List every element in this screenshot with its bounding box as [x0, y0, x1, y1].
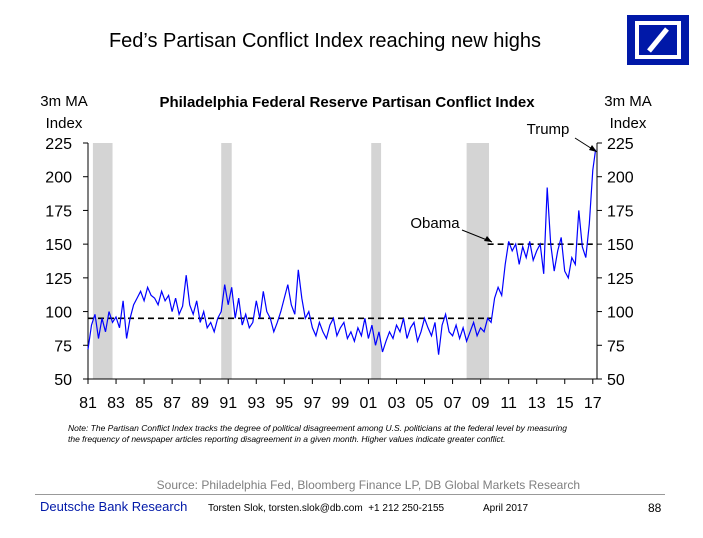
chart-title: Philadelphia Federal Reserve Partisan Co…: [159, 94, 535, 111]
x-tick-label: 83: [107, 395, 125, 412]
y-tick-label: 175: [45, 203, 72, 220]
x-tick-label: 01: [360, 395, 378, 412]
annotation-arrowhead: [589, 145, 597, 152]
y-tick-label: 75: [54, 338, 72, 355]
y2-tick-label: 100: [607, 305, 634, 322]
annotation-arrowhead: [484, 236, 492, 242]
x-tick-label: 87: [163, 395, 181, 412]
y-tick-label: 150: [45, 237, 72, 254]
x-tick-label: 05: [416, 395, 434, 412]
x-tick-label: 81: [79, 395, 97, 412]
y2-tick-label: 50: [607, 372, 625, 389]
slide-title: Fed’s Partisan Conflict Index reaching n…: [108, 30, 542, 52]
x-tick-label: 11: [500, 395, 517, 412]
y2-tick-label: 125: [607, 271, 634, 288]
series-line: [87, 149, 597, 355]
footer-rule: [35, 494, 665, 495]
annotation: Obama: [410, 215, 460, 232]
x-tick-label: 15: [556, 395, 574, 412]
footer-brand: Deutsche Bank Research: [40, 499, 188, 514]
y2-tick-label: 225: [607, 136, 634, 153]
shaded-period: [466, 143, 490, 379]
x-tick-label: 91: [219, 395, 237, 412]
x-tick-label: 93: [247, 395, 265, 412]
y2-tick-label: 200: [607, 170, 634, 187]
logo-slash: [647, 27, 669, 53]
y-tick-label: 50: [54, 372, 72, 389]
note: Note: The Partisan Conflict Index tracks…: [68, 423, 567, 444]
chart: Philadelphia Federal Reserve Partisan Co…: [40, 93, 652, 412]
footer-date: April 2017: [483, 503, 529, 514]
logo: [627, 15, 689, 65]
x-tick-label: 97: [303, 395, 321, 412]
annotation: Trump: [527, 121, 570, 138]
y2-tick-label: 75: [607, 338, 625, 355]
shaded-period: [371, 143, 382, 379]
axis-label: 3m MA Index: [40, 93, 88, 132]
y-tick-label: 200: [45, 170, 72, 187]
x-tick-label: 07: [444, 395, 462, 412]
x-tick-label: 17: [584, 395, 602, 412]
footer-page: 88: [648, 501, 662, 515]
x-tick-label: 13: [528, 395, 546, 412]
x-tick-label: 03: [388, 395, 406, 412]
x-tick-label: 85: [135, 395, 153, 412]
y2-tick-label: 150: [607, 237, 634, 254]
y-tick-label: 225: [45, 136, 72, 153]
x-tick-label: 09: [472, 395, 490, 412]
x-tick-label: 99: [331, 395, 349, 412]
y-tick-label: 125: [45, 271, 72, 288]
x-tick-label: 89: [191, 395, 209, 412]
source: Source: Philadelphia Fed, Bloomberg Fina…: [156, 478, 580, 492]
x-tick-label: 95: [275, 395, 293, 412]
footer-author: Torsten Slok, torsten.slok@db.com +1 212…: [208, 503, 445, 514]
shaded-period: [92, 143, 113, 379]
logo-frame: [635, 21, 681, 59]
shaded-period: [221, 143, 232, 379]
axis-label: 3m MA Index: [604, 93, 652, 132]
y2-tick-label: 175: [607, 203, 634, 220]
y-tick-label: 100: [45, 305, 72, 322]
